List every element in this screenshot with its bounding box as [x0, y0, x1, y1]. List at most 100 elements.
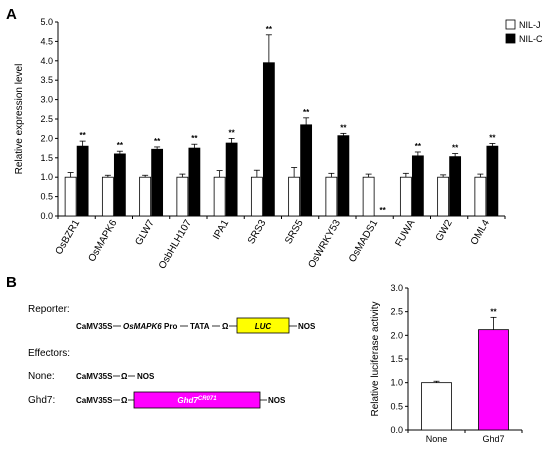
y-tick-label: 1.0: [40, 172, 53, 182]
significance-label: **: [117, 141, 124, 150]
bar: [300, 124, 313, 217]
y-tick-label: 2.5: [390, 307, 403, 317]
x-tick-label: Ghd7: [482, 434, 504, 444]
bar: [262, 62, 275, 217]
y-tick-label: 2.5: [40, 114, 53, 124]
bar: [64, 176, 77, 217]
bar: [486, 145, 499, 217]
bar: [76, 145, 89, 217]
bar: [362, 176, 375, 217]
ghd7-nos: NOS: [268, 396, 286, 405]
x-tick-label: OsBZR1: [54, 218, 83, 257]
reporter-omega: Ω: [222, 322, 229, 331]
significance-label: **: [154, 137, 161, 146]
bar: [139, 176, 152, 217]
none-omega: Ω: [121, 372, 128, 381]
bar: [325, 176, 338, 217]
ghd7-gene-label: Ghd7CR071: [177, 396, 217, 405]
y-axis-title: Relative luciferase activity: [370, 301, 381, 416]
y-tick-label: 5.0: [40, 17, 53, 27]
x-tick-label: OML4: [469, 218, 492, 247]
reporter-construct: Reporter: CaMV35S OsMAPK6 Pro TATA Ω LUC…: [28, 304, 316, 334]
x-tick-label: OsMAPK6: [87, 218, 120, 264]
significance-label: **: [490, 307, 497, 316]
bar: [113, 153, 126, 217]
legend-label: NIL-C: [519, 34, 543, 44]
bar: [225, 142, 238, 217]
ghd7-omega: Ω: [121, 396, 128, 405]
y-tick-label: 1.5: [40, 153, 53, 163]
expression-chart: 0.0 0.5 1.0 1.5 2.0 2.5 3.0 3.5 4.0 4.5 5.0 Relativ…: [14, 17, 543, 271]
none-label: None:: [28, 371, 55, 382]
luciferase-chart: 0.0 0.5 1.0 1.5 2.0 2.5 3.0 Relative luciferase…: [370, 283, 523, 444]
y-tick-label: 0.0: [390, 425, 403, 435]
x-tick-label: SRS5: [283, 218, 306, 247]
y-tick-label: 0.5: [390, 401, 403, 411]
x-tick-label: OsMADS1: [347, 218, 380, 265]
panel-a-label: A: [6, 6, 17, 23]
effectors-label: Effectors:: [28, 348, 70, 359]
bar: [288, 176, 301, 217]
y-tick-label: 0.0: [40, 211, 53, 221]
x-tick-label: IPA1: [211, 218, 231, 242]
bar: [421, 382, 452, 431]
none-promoter: CaMV35S: [76, 372, 113, 381]
bar: [213, 176, 226, 217]
ghd7-label: Ghd7:: [28, 395, 55, 406]
legend-swatch: [505, 19, 516, 30]
panel-b-label: B: [6, 274, 17, 291]
legend-swatch: [505, 33, 516, 44]
x-tick-label: FUWA: [393, 218, 417, 249]
luc-box: [236, 317, 290, 334]
bar: [151, 148, 164, 217]
significance-label: **: [415, 142, 422, 151]
reporter-label: Reporter:: [28, 304, 70, 315]
none-nos: NOS: [137, 372, 155, 381]
x-tick-label: GLW7: [133, 218, 157, 248]
y-tick-label: 2.0: [390, 330, 403, 340]
y-tick-label: 1.0: [390, 378, 403, 388]
bar: [176, 176, 189, 217]
ghd7-gene: Ghd7: [177, 396, 198, 405]
x-tick-label: SRS3: [246, 218, 269, 247]
x-tick-label: OsbHLH107: [157, 218, 194, 272]
bar: [399, 176, 412, 217]
bar: [188, 147, 201, 217]
x-tick-label: OsWRKY53: [306, 218, 343, 271]
bar: [411, 155, 424, 217]
ghd7-construct: Ghd7: CaMV35S Ω Ghd7CR071 NOS: [28, 391, 286, 409]
y-tick-label: 1.5: [390, 354, 403, 364]
significance-label: **: [489, 133, 496, 142]
legend-label: NIL-J: [519, 20, 541, 30]
bar: [250, 176, 263, 217]
luc-label: LUC: [255, 322, 272, 331]
significance-label: **: [380, 206, 387, 215]
ghd7-promoter: CaMV35S: [76, 396, 113, 405]
reporter-nos: NOS: [298, 322, 316, 331]
significance-label: **: [340, 123, 347, 132]
x-tick-label: None: [426, 434, 448, 444]
significance-label: **: [80, 131, 87, 140]
bar: [478, 329, 509, 431]
y-tick-label: 0.5: [40, 192, 53, 202]
bar: [101, 176, 114, 217]
significance-label: **: [452, 144, 459, 153]
significance-label: **: [266, 25, 273, 34]
y-tick-label: 3.0: [390, 283, 403, 293]
bar: [449, 156, 462, 217]
bar: [337, 135, 350, 217]
ghd7-superscript: CR071: [198, 396, 217, 402]
y-tick-label: 2.0: [40, 133, 53, 143]
none-construct: None: CaMV35S Ω NOS: [28, 371, 155, 382]
reporter-promoter: CaMV35S: [76, 322, 113, 331]
reporter-pro: Pro: [164, 322, 177, 331]
significance-label: **: [303, 108, 310, 117]
y-axis-title: Relative expression level: [14, 64, 25, 175]
x-tick-label: GW2: [434, 218, 455, 244]
reporter-tata: TATA: [190, 322, 210, 331]
bar: [474, 176, 487, 217]
significance-label: **: [229, 128, 236, 137]
y-tick-label: 4.5: [40, 36, 53, 46]
y-tick-label: 3.5: [40, 75, 53, 85]
